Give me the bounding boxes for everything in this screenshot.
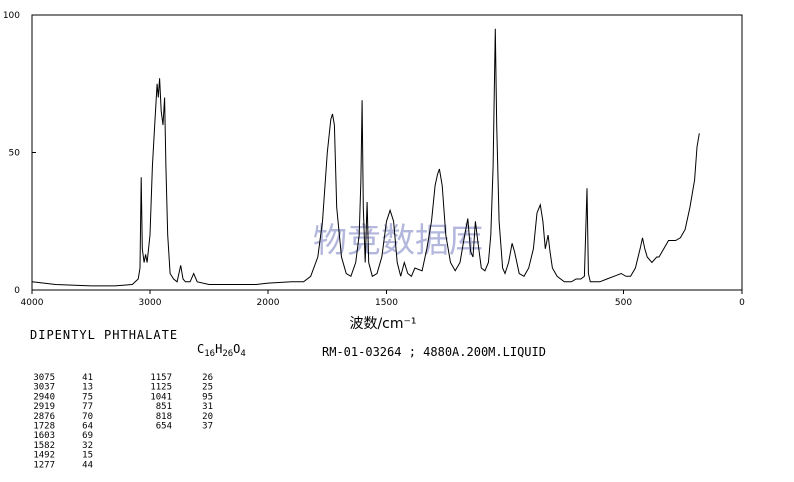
peak-wavenumber: 1603 xyxy=(33,431,55,441)
formula-subscript: 26 xyxy=(222,349,233,359)
x-tick-label: 2000 xyxy=(257,298,280,308)
y-tick-label: 100 xyxy=(3,11,20,21)
x-axis-label: 波数/cm⁻¹ xyxy=(349,316,416,332)
peak-wavenumber: 1582 xyxy=(33,441,55,451)
peak-wavenumber: 3075 xyxy=(33,373,55,383)
y-tick-label: 0 xyxy=(14,286,20,296)
peak-wavenumber: 1492 xyxy=(33,451,55,461)
x-tick-label: 4000 xyxy=(21,298,44,308)
peak-wavenumber: 1041 xyxy=(150,392,172,402)
peak-wavenumber: 2940 xyxy=(33,392,55,402)
compound-name: DIPENTYL PHTHALATE xyxy=(30,328,178,342)
x-tick-label: 500 xyxy=(615,298,632,308)
peak-intensity: 20 xyxy=(202,412,213,422)
x-tick-label: 1500 xyxy=(375,298,398,308)
peak-wavenumber: 1728 xyxy=(33,422,55,432)
peak-intensity: 41 xyxy=(82,373,93,383)
formula: C16H26O4 xyxy=(197,342,246,359)
peak-intensity: 77 xyxy=(82,402,93,412)
peak-intensity: 44 xyxy=(82,460,93,470)
peak-intensity: 70 xyxy=(82,412,93,422)
peak-intensity: 75 xyxy=(82,392,93,402)
y-tick-label: 50 xyxy=(9,149,21,159)
sample-info: RM-01-03264 ; 4880A.200M.LIQUID xyxy=(322,345,546,359)
formula-element: O xyxy=(233,342,240,356)
peak-intensity: 64 xyxy=(82,422,93,432)
peak-intensity: 32 xyxy=(82,441,93,451)
formula-subscript: 4 xyxy=(240,349,245,359)
peak-intensity: 37 xyxy=(202,422,213,432)
peak-intensity: 95 xyxy=(202,392,213,402)
peak-intensity: 13 xyxy=(82,383,93,393)
peak-intensity: 26 xyxy=(202,373,213,383)
peak-wavenumber: 1125 xyxy=(150,383,172,393)
formula-element: C xyxy=(197,342,204,356)
formula-subscript: 16 xyxy=(204,349,215,359)
formula-element: H xyxy=(215,342,222,356)
peak-wavenumber: 3037 xyxy=(33,383,55,393)
peak-intensity: 25 xyxy=(202,383,213,393)
peak-wavenumber: 1277 xyxy=(33,460,55,470)
peak-wavenumber: 2876 xyxy=(33,412,55,422)
peak-intensity: 69 xyxy=(82,431,93,441)
spectrum-line xyxy=(31,28,700,287)
peak-intensity: 15 xyxy=(82,451,93,461)
peak-wavenumber: 2919 xyxy=(33,402,55,412)
peak-wavenumber: 818 xyxy=(156,412,172,422)
peak-wavenumber: 851 xyxy=(156,402,172,412)
peak-wavenumber: 654 xyxy=(156,422,172,432)
x-tick-label: 3000 xyxy=(139,298,162,308)
peak-intensity: 31 xyxy=(202,402,213,412)
peak-wavenumber: 1157 xyxy=(150,373,172,383)
x-tick-label: 0 xyxy=(739,298,745,308)
